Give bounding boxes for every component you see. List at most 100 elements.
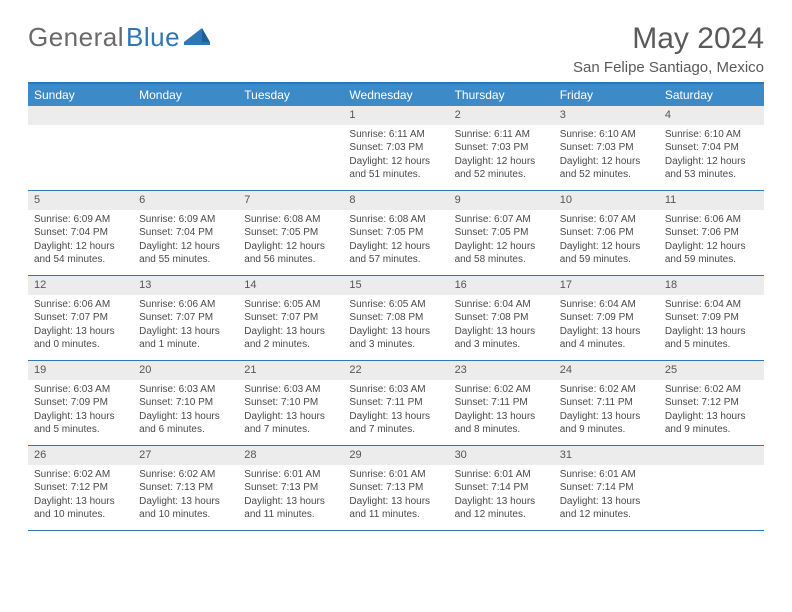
day-number: 8 (343, 191, 448, 210)
daylight-text: Daylight: 13 hours and 3 minutes. (455, 325, 548, 352)
day-number: 18 (659, 276, 764, 295)
daylight-text: Daylight: 13 hours and 12 minutes. (455, 495, 548, 522)
calendar-cell: 16Sunrise: 6:04 AMSunset: 7:08 PMDayligh… (449, 276, 554, 361)
daylight-text: Daylight: 13 hours and 7 minutes. (244, 410, 337, 437)
cell-body: Sunrise: 6:03 AMSunset: 7:10 PMDaylight:… (133, 383, 238, 441)
sunset-text: Sunset: 7:11 PM (349, 396, 442, 410)
cell-body: Sunrise: 6:03 AMSunset: 7:09 PMDaylight:… (28, 383, 133, 441)
cell-body: Sunrise: 6:03 AMSunset: 7:10 PMDaylight:… (238, 383, 343, 441)
cell-body: Sunrise: 6:11 AMSunset: 7:03 PMDaylight:… (449, 128, 554, 186)
title-block: May 2024 San Felipe Santiago, Mexico (573, 22, 764, 76)
sunset-text: Sunset: 7:12 PM (34, 481, 127, 495)
day-number: 7 (238, 191, 343, 210)
day-number: 27 (133, 446, 238, 465)
calendar-cell: 29Sunrise: 6:01 AMSunset: 7:13 PMDayligh… (343, 446, 448, 531)
cell-body: Sunrise: 6:06 AMSunset: 7:06 PMDaylight:… (659, 213, 764, 271)
daylight-text: Daylight: 13 hours and 5 minutes. (34, 410, 127, 437)
day-number: 15 (343, 276, 448, 295)
calendar-cell: 28Sunrise: 6:01 AMSunset: 7:13 PMDayligh… (238, 446, 343, 531)
sunrise-text: Sunrise: 6:05 AM (244, 298, 337, 312)
day-number: 1 (343, 106, 448, 125)
calendar-cell: 23Sunrise: 6:02 AMSunset: 7:11 PMDayligh… (449, 361, 554, 446)
calendar-week-row: 19Sunrise: 6:03 AMSunset: 7:09 PMDayligh… (28, 361, 764, 446)
cell-body: Sunrise: 6:06 AMSunset: 7:07 PMDaylight:… (28, 298, 133, 356)
daylight-text: Daylight: 12 hours and 59 minutes. (560, 240, 653, 267)
sunset-text: Sunset: 7:06 PM (560, 226, 653, 240)
cell-body: Sunrise: 6:10 AMSunset: 7:04 PMDaylight:… (659, 128, 764, 186)
daylight-text: Daylight: 13 hours and 4 minutes. (560, 325, 653, 352)
sunset-text: Sunset: 7:13 PM (244, 481, 337, 495)
cell-body: Sunrise: 6:03 AMSunset: 7:11 PMDaylight:… (343, 383, 448, 441)
sunrise-text: Sunrise: 6:10 AM (560, 128, 653, 142)
sunset-text: Sunset: 7:08 PM (349, 311, 442, 325)
cell-body: Sunrise: 6:04 AMSunset: 7:09 PMDaylight:… (659, 298, 764, 356)
day-number: 12 (28, 276, 133, 295)
calendar-cell: 21Sunrise: 6:03 AMSunset: 7:10 PMDayligh… (238, 361, 343, 446)
sunset-text: Sunset: 7:04 PM (665, 141, 758, 155)
day-header: Tuesday (238, 83, 343, 106)
logo-mark-icon (184, 22, 210, 53)
day-number: 25 (659, 361, 764, 380)
cell-body: Sunrise: 6:02 AMSunset: 7:13 PMDaylight:… (133, 468, 238, 526)
daylight-text: Daylight: 13 hours and 9 minutes. (560, 410, 653, 437)
day-number: 17 (554, 276, 659, 295)
calendar-cell: 7Sunrise: 6:08 AMSunset: 7:05 PMDaylight… (238, 191, 343, 276)
sunset-text: Sunset: 7:09 PM (34, 396, 127, 410)
calendar-cell: 11Sunrise: 6:06 AMSunset: 7:06 PMDayligh… (659, 191, 764, 276)
calendar-cell: 27 Sunrise: 6:02 AMSunset: 7:13 PMDayligh… (133, 446, 238, 531)
daylight-text: Daylight: 13 hours and 12 minutes. (560, 495, 653, 522)
day-header-row: Sunday Monday Tuesday Wednesday Thursday… (28, 83, 764, 106)
calendar-cell: 17Sunrise: 6:04 AMSunset: 7:09 PMDayligh… (554, 276, 659, 361)
day-number: 30 (449, 446, 554, 465)
cell-body: Sunrise: 6:01 AMSunset: 7:13 PMDaylight:… (343, 468, 448, 526)
day-number (238, 106, 343, 125)
day-header: Sunday (28, 83, 133, 106)
sunrise-text: Sunrise: 6:07 AM (560, 213, 653, 227)
sunrise-text: Sunrise: 6:02 AM (34, 468, 127, 482)
logo-text-blue: Blue (126, 22, 180, 53)
cell-body: Sunrise: 6:05 AMSunset: 7:08 PMDaylight:… (343, 298, 448, 356)
calendar-cell: 31Sunrise: 6:01 AMSunset: 7:14 PMDayligh… (554, 446, 659, 531)
calendar-body: 1Sunrise: 6:11 AMSunset: 7:03 PMDaylight… (28, 106, 764, 531)
calendar-cell: 26Sunrise: 6:02 AMSunset: 7:12 PMDayligh… (28, 446, 133, 531)
sunrise-text: Sunrise: 6:08 AM (244, 213, 337, 227)
calendar-cell (659, 446, 764, 531)
sunrise-text: Sunrise: 6:02 AM (139, 468, 232, 482)
sunset-text: Sunset: 7:12 PM (665, 396, 758, 410)
daylight-text: Daylight: 13 hours and 0 minutes. (34, 325, 127, 352)
day-number: 24 (554, 361, 659, 380)
day-number: 4 (659, 106, 764, 125)
daylight-text: Daylight: 12 hours and 52 minutes. (455, 155, 548, 182)
sunset-text: Sunset: 7:05 PM (244, 226, 337, 240)
sunrise-text: Sunrise: 6:09 AM (34, 213, 127, 227)
sunset-text: Sunset: 7:06 PM (665, 226, 758, 240)
logo: GeneralBlue (28, 22, 210, 53)
daylight-text: Daylight: 12 hours and 51 minutes. (349, 155, 442, 182)
sunset-text: Sunset: 7:11 PM (455, 396, 548, 410)
sunrise-text: Sunrise: 6:02 AM (665, 383, 758, 397)
sunset-text: Sunset: 7:04 PM (34, 226, 127, 240)
day-number: 19 (28, 361, 133, 380)
day-number (659, 446, 764, 465)
sunrise-text: Sunrise: 6:10 AM (665, 128, 758, 142)
day-number: 14 (238, 276, 343, 295)
cell-body: Sunrise: 6:02 AMSunset: 7:12 PMDaylight:… (28, 468, 133, 526)
calendar-cell: 9Sunrise: 6:07 AMSunset: 7:05 PMDaylight… (449, 191, 554, 276)
cell-body: Sunrise: 6:02 AMSunset: 7:12 PMDaylight:… (659, 383, 764, 441)
day-number: 16 (449, 276, 554, 295)
calendar-week-row: 26Sunrise: 6:02 AMSunset: 7:12 PMDayligh… (28, 446, 764, 531)
sunset-text: Sunset: 7:03 PM (560, 141, 653, 155)
sunset-text: Sunset: 7:09 PM (665, 311, 758, 325)
calendar-table: Sunday Monday Tuesday Wednesday Thursday… (28, 82, 764, 531)
cell-body: Sunrise: 6:09 AMSunset: 7:04 PMDaylight:… (133, 213, 238, 271)
sunrise-text: Sunrise: 6:06 AM (665, 213, 758, 227)
page-header: GeneralBlue May 2024 San Felipe Santiago… (28, 22, 764, 76)
sunrise-text: Sunrise: 6:06 AM (34, 298, 127, 312)
cell-body: Sunrise: 6:08 AMSunset: 7:05 PMDaylight:… (343, 213, 448, 271)
daylight-text: Daylight: 13 hours and 1 minute. (139, 325, 232, 352)
month-title: May 2024 (573, 22, 764, 55)
sunrise-text: Sunrise: 6:03 AM (349, 383, 442, 397)
sunrise-text: Sunrise: 6:04 AM (665, 298, 758, 312)
calendar-page: GeneralBlue May 2024 San Felipe Santiago… (0, 0, 792, 553)
daylight-text: Daylight: 12 hours and 58 minutes. (455, 240, 548, 267)
